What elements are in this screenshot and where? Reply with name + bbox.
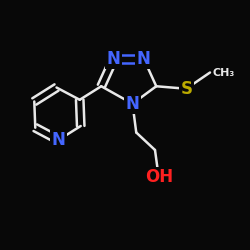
Text: CH₃: CH₃ <box>212 68 235 78</box>
Text: N: N <box>126 95 140 113</box>
Text: N: N <box>107 50 121 68</box>
Text: OH: OH <box>145 168 173 186</box>
Text: N: N <box>137 50 151 68</box>
Text: S: S <box>180 80 192 98</box>
Text: N: N <box>52 131 66 149</box>
